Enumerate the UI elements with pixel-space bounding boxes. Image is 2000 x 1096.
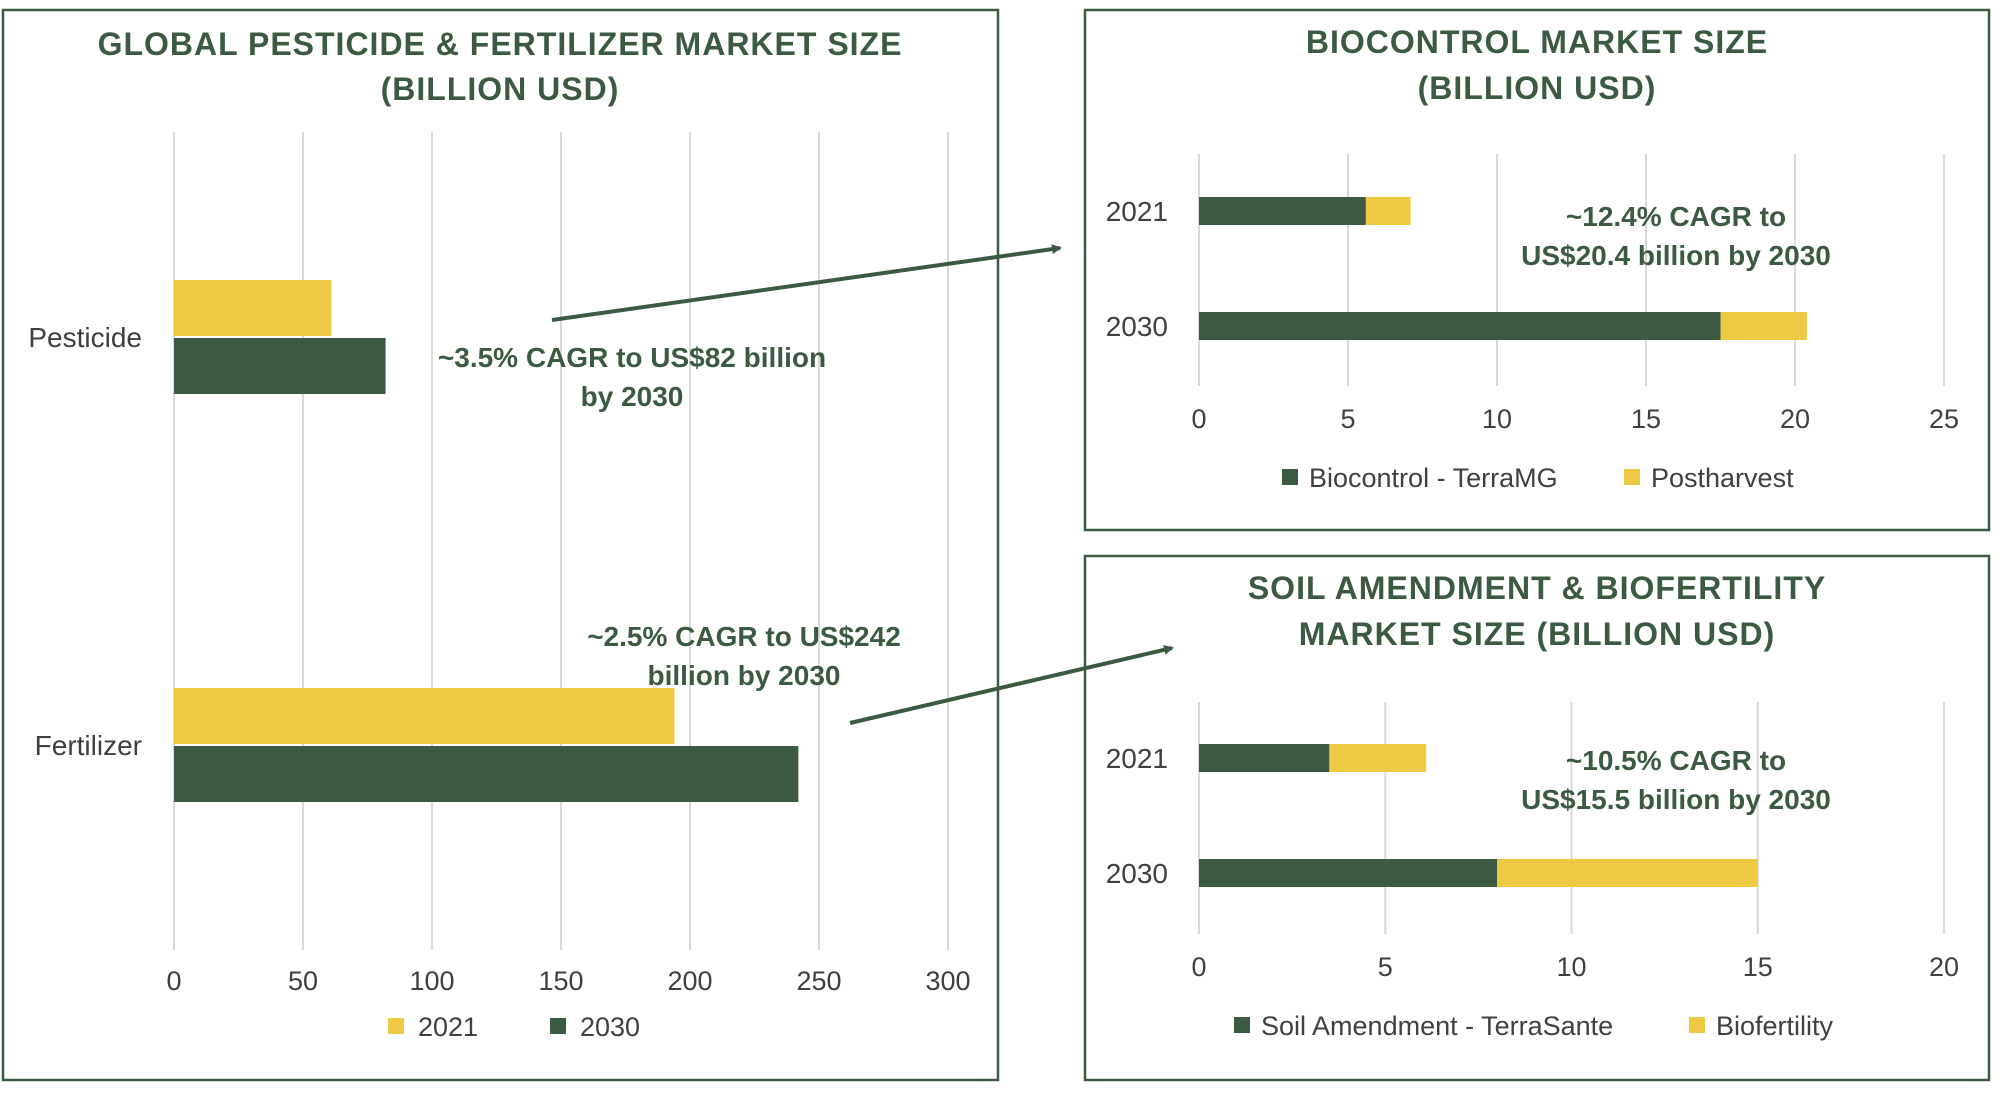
legend-label: 2030 (580, 1012, 640, 1042)
legend-label: Biocontrol - TerraMG (1309, 463, 1558, 493)
x-tick-label: 50 (288, 966, 318, 996)
chart-title-line: (BILLION USD) (1418, 70, 1657, 106)
bar-segment-2021-0 (1199, 744, 1330, 772)
chart-title-line: GLOBAL PESTICIDE & FERTILIZER MARKET SIZ… (98, 26, 903, 62)
x-tick-label: 5 (1378, 952, 1393, 982)
legend-label: Postharvest (1651, 463, 1794, 493)
cagr-annotation: ~2.5% CAGR to US$242 (587, 621, 901, 652)
bar-segment-2030-1 (1497, 859, 1758, 887)
bar-segment-2030-1 (1720, 312, 1807, 340)
x-tick-label: 15 (1631, 404, 1661, 434)
category-label: 2021 (1106, 196, 1168, 227)
cagr-annotation: ~10.5% CAGR to (1566, 745, 1786, 776)
category-label: Fertilizer (35, 730, 142, 761)
panel-frame-pest-fert (1, 8, 1000, 1082)
bar-fertilizer-2021 (174, 688, 675, 744)
chart-title-line: (BILLION USD) (381, 71, 620, 107)
x-tick-label: 100 (409, 966, 454, 996)
cagr-annotation: ~12.4% CAGR to (1566, 201, 1786, 232)
legend-label: 2021 (418, 1012, 478, 1042)
x-tick-label: 0 (1191, 404, 1206, 434)
bar-segment-2021-0 (1199, 197, 1366, 225)
bar-segment-2030-0 (1199, 312, 1721, 340)
bar-segment-2021-1 (1329, 744, 1427, 772)
chart-biocontrol: BIOCONTROL MARKET SIZE (BILLION USD) 0 5 10 1… (1106, 24, 1959, 493)
legend-label: Soil Amendment - TerraSante (1261, 1011, 1613, 1041)
cagr-annotation: by 2030 (581, 381, 684, 412)
panel-frame-soil (1083, 554, 1991, 1082)
category-label: 2030 (1106, 311, 1168, 342)
x-tick-label: 10 (1482, 404, 1512, 434)
category-label: Pesticide (28, 322, 142, 353)
chart-soil: SOIL AMENDMENT & BIOFERTILITY MARKET SIZE… (1106, 570, 1959, 1041)
arrow-to-biocontrol (551, 244, 1062, 322)
category-label: 2030 (1106, 858, 1168, 889)
x-tick-label: 250 (796, 966, 841, 996)
chart-pest-fert: GLOBAL PESTICIDE & FERTILIZER MARKET SIZ… (28, 26, 970, 1042)
legend-swatch (1624, 469, 1640, 485)
chart-title-line: SOIL AMENDMENT & BIOFERTILITY (1248, 570, 1826, 606)
x-tick-label: 10 (1556, 952, 1586, 982)
x-tick-label: 200 (667, 966, 712, 996)
x-tick-label: 0 (1191, 952, 1206, 982)
legend-swatch (388, 1018, 404, 1034)
bar-segment-2021-1 (1365, 197, 1411, 225)
bar-pesticide-2021 (174, 280, 332, 336)
legend-swatch (550, 1018, 566, 1034)
chart-title-line: BIOCONTROL MARKET SIZE (1306, 24, 1768, 60)
cagr-annotation: US$15.5 billion by 2030 (1521, 784, 1831, 815)
category-label: 2021 (1106, 743, 1168, 774)
bar-segment-2030-0 (1199, 859, 1497, 887)
x-tick-label: 20 (1929, 952, 1959, 982)
legend-label: Biofertility (1716, 1011, 1834, 1041)
chart-title-line: MARKET SIZE (BILLION USD) (1299, 616, 1776, 652)
x-tick-label: 25 (1929, 404, 1959, 434)
legend-swatch (1282, 469, 1298, 485)
x-tick-label: 20 (1780, 404, 1810, 434)
bar-pesticide-2030 (174, 338, 386, 394)
x-tick-label: 0 (166, 966, 181, 996)
legend-swatch (1689, 1017, 1705, 1033)
bar-fertilizer-2030 (174, 746, 799, 802)
x-tick-label: 5 (1340, 404, 1355, 434)
arrow-to-soil (849, 644, 1174, 725)
cagr-annotation: US$20.4 billion by 2030 (1521, 240, 1831, 271)
cagr-annotation: ~3.5% CAGR to US$82 billion (438, 342, 826, 373)
cagr-annotation: billion by 2030 (648, 660, 841, 691)
legend-swatch (1234, 1017, 1250, 1033)
x-tick-label: 300 (925, 966, 970, 996)
panel-frame-biocontrol (1083, 8, 1991, 532)
x-tick-label: 150 (538, 966, 583, 996)
x-tick-label: 15 (1743, 952, 1773, 982)
